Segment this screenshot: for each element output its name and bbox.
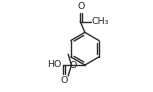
Text: O: O [70, 61, 77, 70]
Text: HO: HO [47, 60, 61, 69]
Text: O: O [77, 2, 85, 11]
Text: CH₃: CH₃ [91, 17, 109, 26]
Text: O: O [60, 76, 67, 85]
